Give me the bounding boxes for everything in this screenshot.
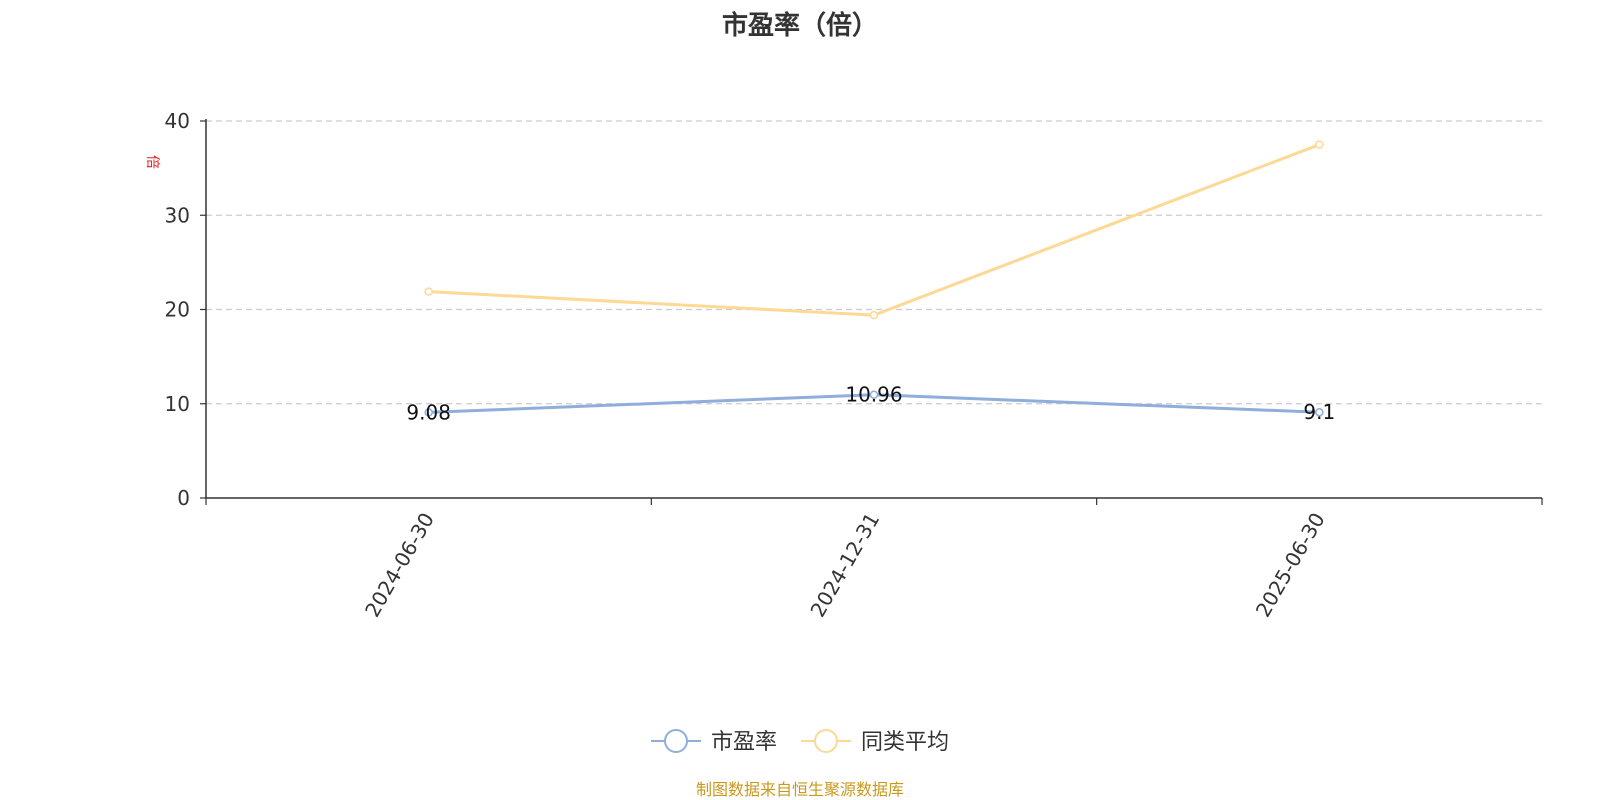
y-tick-label: 10 (165, 392, 190, 416)
legend-label: 市盈率 (711, 730, 777, 755)
series-line-1 (427, 143, 1321, 317)
data-point[interactable] (869, 310, 879, 320)
data-source-note: 制图数据来自恒生聚源数据库 (696, 780, 904, 799)
data-point[interactable] (1315, 140, 1324, 149)
x-tick-label: 2024-06-30 (360, 509, 439, 622)
legend[interactable]: 市盈率 同类平均 (651, 729, 949, 755)
data-label: 9.1 (1303, 400, 1335, 424)
data-point[interactable] (424, 287, 433, 296)
axes: 0 10 20 30 40 2024-06-30 2024-12-31 2025-06-30 (165, 109, 1543, 622)
data-point[interactable] (1315, 407, 1324, 417)
legend-circle-icon (814, 729, 838, 753)
legend-item-0[interactable]: 市盈率 (651, 729, 777, 755)
y-axis-label: 倍 (144, 155, 160, 169)
x-tick-label: 2025-06-30 (1251, 509, 1330, 622)
y-tick-label: 20 (165, 298, 190, 322)
data-point[interactable] (869, 390, 879, 399)
data-label: 10.96 (845, 383, 902, 407)
y-tick-label: 0 (177, 486, 190, 510)
grid-lines (206, 120, 1542, 405)
data-label: 9.08 (406, 400, 451, 424)
chart-title: 市盈率（倍） (722, 10, 878, 41)
data-labels: 9.08 10.96 9.1 (406, 383, 1335, 425)
legend-circle-icon (664, 729, 688, 753)
legend-item-1[interactable]: 同类平均 (801, 729, 949, 755)
data-point[interactable] (424, 408, 433, 417)
y-tick-label: 40 (165, 109, 190, 133)
x-tick-label: 2024-12-31 (805, 509, 884, 622)
y-tick-label: 30 (165, 203, 190, 227)
series-layer (424, 140, 1324, 417)
legend-label: 同类平均 (861, 730, 949, 755)
